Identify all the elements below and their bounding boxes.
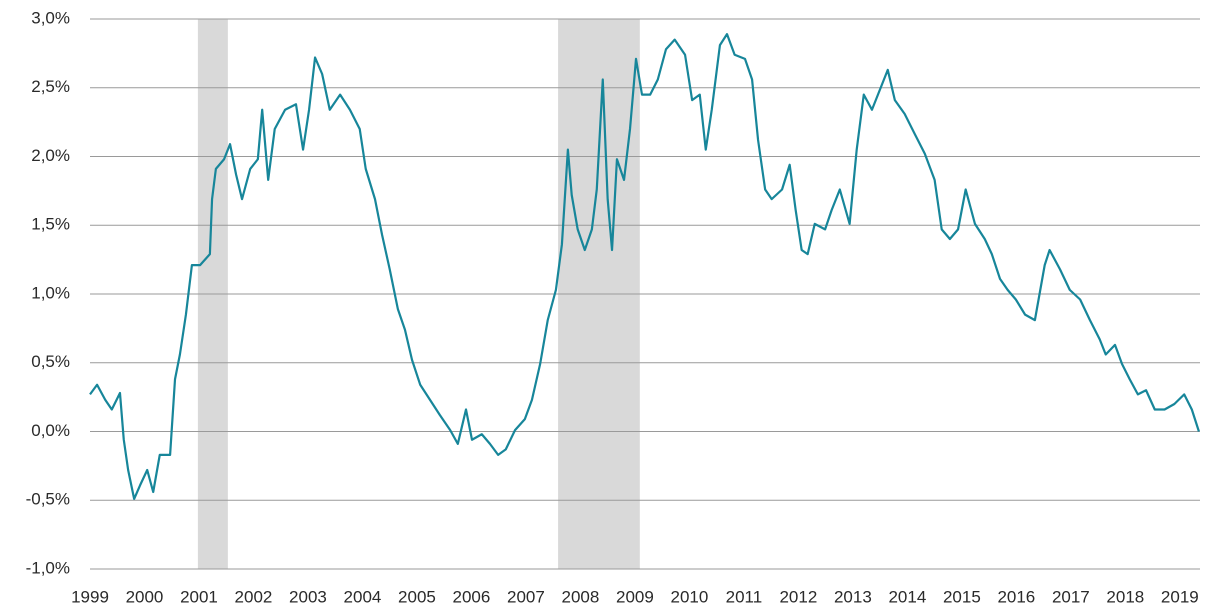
line-series bbox=[89, 33, 1200, 500]
x-tick-label: 2002 bbox=[235, 587, 273, 606]
x-tick-label: 2003 bbox=[289, 587, 327, 606]
x-tick-label: 2004 bbox=[344, 587, 382, 606]
x-tick-label: 1999 bbox=[71, 587, 109, 606]
y-tick-label: 2,0% bbox=[31, 146, 70, 165]
x-tick-label: 2000 bbox=[126, 587, 164, 606]
y-tick-label: 1,0% bbox=[31, 283, 70, 302]
x-tick-label: 2012 bbox=[779, 587, 817, 606]
y-tick-label: 0,5% bbox=[31, 352, 70, 371]
y-tick-label: 2,5% bbox=[31, 77, 70, 96]
x-tick-label: 2007 bbox=[507, 587, 545, 606]
x-tick-label: 2013 bbox=[834, 587, 872, 606]
y-tick-label: 3,0% bbox=[31, 8, 70, 27]
x-tick-label: 2014 bbox=[888, 587, 926, 606]
x-tick-label: 2005 bbox=[398, 587, 436, 606]
x-tick-label: 2001 bbox=[180, 587, 218, 606]
x-tick-label: 2016 bbox=[997, 587, 1035, 606]
x-tick-label: 2009 bbox=[616, 587, 654, 606]
x-tick-label: 2008 bbox=[562, 587, 600, 606]
y-tick-label: -0,5% bbox=[26, 490, 70, 509]
y-tick-label: 1,5% bbox=[31, 215, 70, 234]
x-tick-label: 2015 bbox=[943, 587, 981, 606]
x-tick-label: 2011 bbox=[726, 587, 763, 606]
x-tick-label: 2006 bbox=[453, 587, 491, 606]
x-tick-label: 2010 bbox=[670, 587, 708, 606]
x-tick-label: 2018 bbox=[1106, 587, 1144, 606]
y-tick-label: 0,0% bbox=[31, 421, 70, 440]
y-tick-label: -1,0% bbox=[26, 558, 70, 577]
x-tick-label: 2019 bbox=[1161, 587, 1199, 606]
x-tick-label: 2017 bbox=[1052, 587, 1090, 606]
